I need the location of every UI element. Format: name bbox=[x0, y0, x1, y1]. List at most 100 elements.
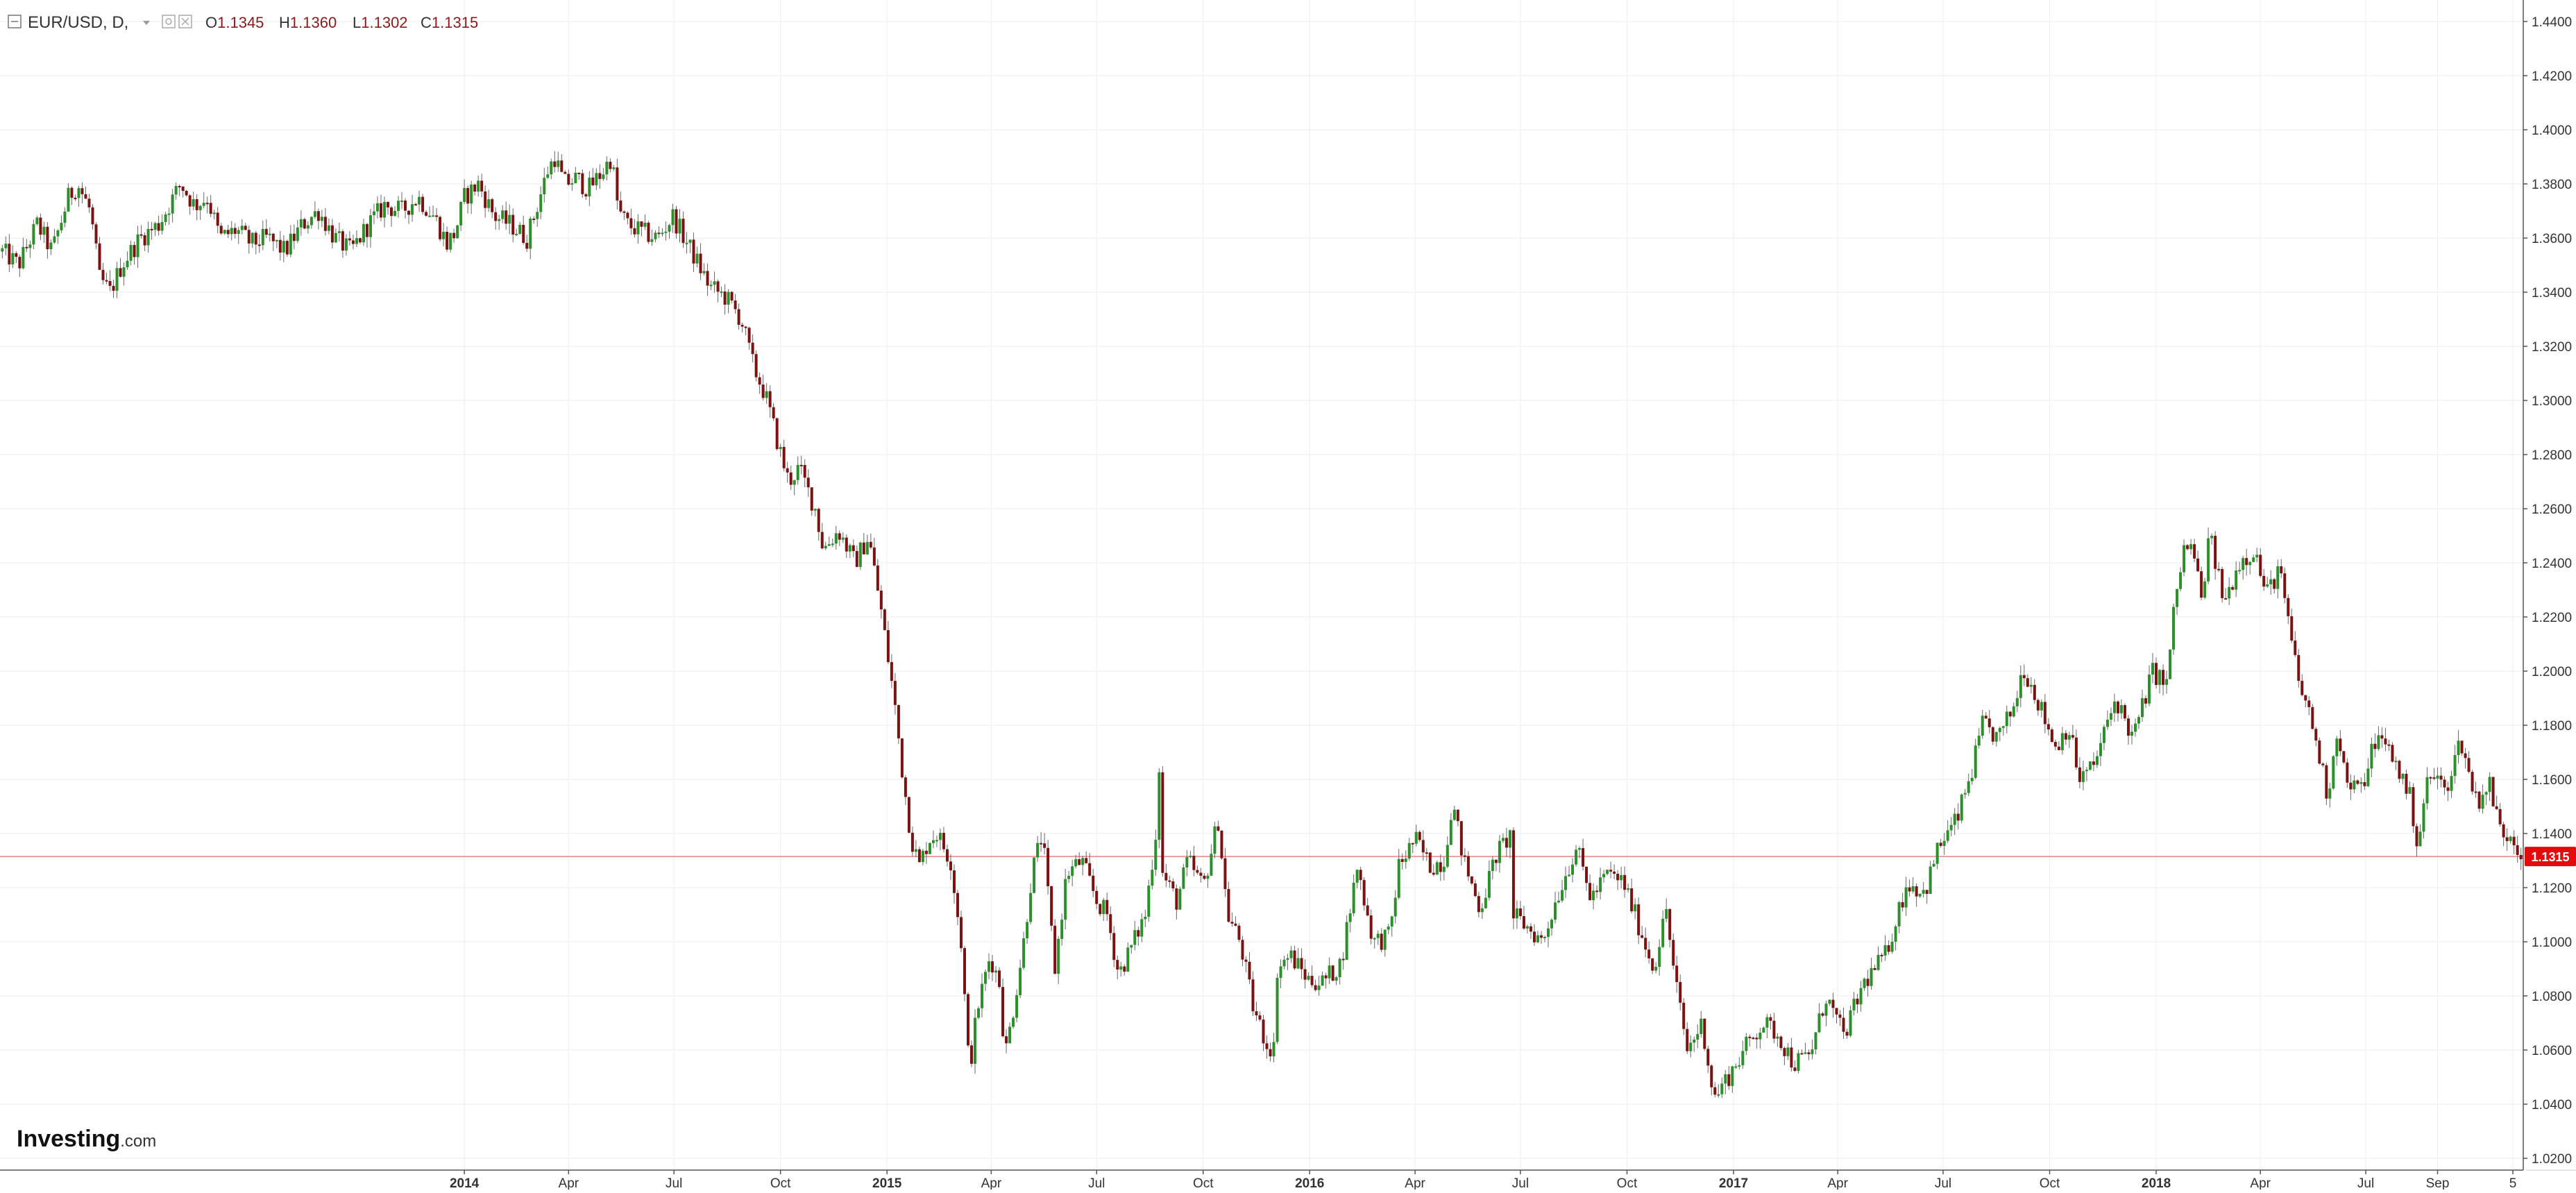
candle[interactable] bbox=[1314, 979, 1317, 992]
candle[interactable] bbox=[1696, 1024, 1700, 1049]
candle[interactable] bbox=[1915, 883, 1918, 907]
candle[interactable] bbox=[1592, 883, 1595, 910]
candle[interactable] bbox=[591, 168, 595, 187]
candle[interactable] bbox=[1123, 964, 1126, 976]
candle[interactable] bbox=[1557, 891, 1561, 904]
candle[interactable] bbox=[1817, 1003, 1821, 1033]
candle[interactable] bbox=[164, 212, 167, 226]
candle[interactable] bbox=[1404, 850, 1407, 869]
candle[interactable] bbox=[1057, 936, 1060, 984]
candle[interactable] bbox=[508, 204, 511, 235]
candle[interactable] bbox=[2418, 824, 2422, 847]
candle[interactable] bbox=[1334, 976, 1338, 985]
candle[interactable] bbox=[1466, 851, 1470, 881]
candle[interactable] bbox=[296, 219, 299, 244]
candle[interactable] bbox=[463, 179, 466, 204]
candle[interactable] bbox=[351, 235, 355, 250]
candle[interactable] bbox=[969, 1040, 974, 1067]
candle[interactable] bbox=[550, 158, 553, 180]
candle[interactable] bbox=[977, 1006, 981, 1019]
candle[interactable] bbox=[564, 170, 567, 174]
candle[interactable] bbox=[323, 208, 327, 236]
candle[interactable] bbox=[723, 284, 727, 315]
candle[interactable] bbox=[1769, 1013, 1772, 1030]
candle[interactable] bbox=[1522, 906, 1525, 930]
candle[interactable] bbox=[348, 231, 351, 246]
candle[interactable] bbox=[122, 262, 126, 286]
candle[interactable] bbox=[806, 469, 810, 498]
candle[interactable] bbox=[956, 890, 959, 926]
candle[interactable] bbox=[1967, 773, 1970, 797]
candle[interactable] bbox=[2255, 548, 2259, 563]
candle[interactable] bbox=[2074, 729, 2078, 770]
candle[interactable] bbox=[1745, 1033, 1748, 1056]
candle[interactable] bbox=[716, 279, 720, 303]
candle[interactable] bbox=[1338, 957, 1341, 985]
candle[interactable] bbox=[2359, 777, 2363, 793]
candle[interactable] bbox=[1407, 838, 1411, 861]
candle[interactable] bbox=[1511, 827, 1515, 929]
candle[interactable] bbox=[998, 967, 1001, 989]
candle[interactable] bbox=[334, 228, 337, 244]
candle[interactable] bbox=[456, 224, 459, 239]
candle[interactable] bbox=[1376, 930, 1380, 945]
candle[interactable] bbox=[15, 251, 18, 264]
candle[interactable] bbox=[647, 221, 650, 244]
candle[interactable] bbox=[917, 846, 921, 863]
candle[interactable] bbox=[532, 216, 536, 224]
candle[interactable] bbox=[2346, 758, 2349, 788]
candle[interactable] bbox=[1977, 728, 1981, 749]
candle[interactable] bbox=[1248, 951, 1251, 984]
candle[interactable] bbox=[1300, 948, 1303, 979]
candle[interactable] bbox=[622, 210, 626, 220]
candle[interactable] bbox=[1887, 940, 1890, 955]
candle[interactable] bbox=[897, 704, 900, 745]
candle[interactable] bbox=[772, 403, 775, 421]
candle[interactable] bbox=[439, 215, 442, 242]
candle[interactable] bbox=[2105, 710, 2109, 730]
candle[interactable] bbox=[1459, 820, 1463, 866]
candle[interactable] bbox=[1470, 876, 1473, 886]
candle[interactable] bbox=[1130, 945, 1133, 954]
candle[interactable] bbox=[2245, 548, 2248, 576]
candle[interactable] bbox=[654, 230, 657, 243]
candle[interactable] bbox=[25, 239, 28, 253]
candle[interactable] bbox=[1807, 1049, 1811, 1060]
candle[interactable] bbox=[70, 186, 74, 205]
candle[interactable] bbox=[640, 221, 643, 237]
candle[interactable] bbox=[2043, 694, 2047, 734]
candle[interactable] bbox=[1164, 863, 1168, 888]
candle[interactable] bbox=[1060, 913, 1064, 946]
candle[interactable] bbox=[355, 230, 358, 247]
candle[interactable] bbox=[1213, 821, 1217, 858]
candle[interactable] bbox=[539, 186, 543, 219]
candle[interactable] bbox=[1894, 924, 1897, 951]
candle[interactable] bbox=[452, 228, 456, 243]
candle[interactable] bbox=[609, 158, 612, 173]
candle[interactable] bbox=[988, 953, 991, 980]
candle[interactable] bbox=[1078, 852, 1081, 866]
candle[interactable] bbox=[1568, 865, 1571, 877]
candle[interactable] bbox=[949, 854, 952, 881]
candle[interactable] bbox=[1092, 868, 1095, 897]
candle[interactable] bbox=[108, 270, 112, 291]
candle[interactable] bbox=[1925, 890, 1929, 904]
candle[interactable] bbox=[1439, 854, 1442, 881]
candle[interactable] bbox=[223, 229, 226, 235]
candle[interactable] bbox=[94, 222, 98, 249]
candle[interactable] bbox=[67, 183, 70, 212]
candle[interactable] bbox=[1380, 928, 1383, 953]
candle[interactable] bbox=[1234, 916, 1237, 927]
candle[interactable] bbox=[2266, 576, 2269, 589]
candle[interactable] bbox=[2307, 696, 2311, 716]
candle[interactable] bbox=[2429, 776, 2432, 785]
candle[interactable] bbox=[2401, 773, 2405, 785]
candle[interactable] bbox=[879, 585, 883, 619]
candle[interactable] bbox=[2155, 657, 2158, 689]
candle[interactable] bbox=[1880, 953, 1883, 963]
candle[interactable] bbox=[543, 167, 546, 203]
candle[interactable] bbox=[858, 541, 862, 570]
candle[interactable] bbox=[313, 201, 316, 219]
candle[interactable] bbox=[1223, 847, 1227, 897]
candle[interactable] bbox=[1734, 1063, 1738, 1069]
